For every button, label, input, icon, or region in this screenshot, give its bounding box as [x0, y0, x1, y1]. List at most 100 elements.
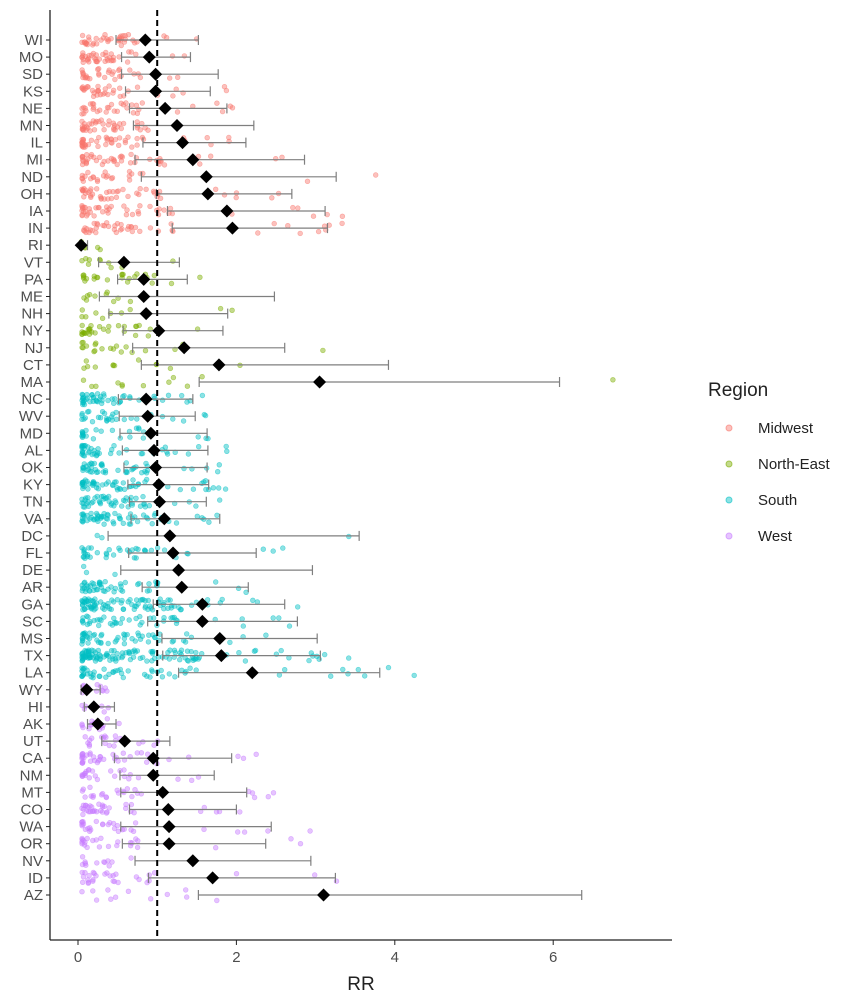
- rr-estimate-al: [147, 443, 161, 457]
- data-point: [138, 750, 145, 756]
- data-point: [94, 108, 101, 115]
- data-point: [134, 119, 140, 125]
- data-point: [79, 54, 85, 60]
- data-point: [106, 83, 112, 89]
- data-point: [328, 673, 334, 679]
- data-point: [88, 137, 95, 144]
- data-point: [132, 820, 139, 826]
- data-point: [120, 520, 127, 526]
- data-point: [105, 512, 111, 518]
- data-point: [105, 260, 112, 266]
- data-point: [123, 495, 129, 501]
- data-point: [161, 614, 167, 621]
- data-point: [250, 597, 256, 603]
- data-point: [149, 520, 155, 527]
- data-point: [85, 740, 91, 746]
- y-tick-label-ky: KY: [23, 477, 43, 494]
- data-point: [100, 688, 106, 694]
- data-point: [193, 649, 199, 656]
- data-point: [95, 87, 101, 94]
- data-point: [213, 186, 219, 193]
- data-point: [80, 874, 87, 880]
- data-point: [110, 90, 116, 96]
- data-point: [161, 207, 167, 213]
- data-point: [197, 274, 203, 280]
- data-point: [105, 843, 112, 850]
- data-point: [93, 41, 100, 47]
- data-point: [255, 230, 261, 236]
- data-point: [113, 343, 120, 349]
- data-point: [100, 601, 107, 608]
- data-point: [83, 358, 90, 364]
- data-point: [251, 794, 258, 801]
- data-point: [140, 383, 147, 389]
- y-tick-label-sc: SC: [22, 613, 43, 630]
- data-point: [94, 637, 100, 643]
- data-point: [80, 139, 86, 145]
- data-point: [90, 398, 96, 405]
- legend-title: Region: [708, 380, 768, 401]
- data-point: [79, 344, 85, 351]
- data-point: [81, 461, 88, 467]
- legend-label-midwest: Midwest: [758, 420, 814, 437]
- data-point: [265, 828, 271, 834]
- data-point: [105, 704, 112, 711]
- data-point: [80, 178, 87, 184]
- data-point: [210, 485, 217, 491]
- data-point: [92, 364, 99, 370]
- data-point: [91, 220, 97, 227]
- data-point: [229, 105, 236, 111]
- data-point: [113, 637, 120, 643]
- data-point: [219, 108, 226, 115]
- data-point: [85, 808, 92, 815]
- data-point: [144, 588, 151, 594]
- data-point: [105, 328, 111, 334]
- data-point: [94, 399, 101, 405]
- data-point: [121, 640, 128, 647]
- data-point: [79, 314, 85, 320]
- data-point: [113, 416, 120, 422]
- data-point: [82, 802, 89, 808]
- data-point: [102, 470, 109, 476]
- data-point: [82, 654, 89, 661]
- rr-estimate-ia: [220, 204, 234, 218]
- data-point: [124, 59, 131, 65]
- data-point: [193, 667, 199, 673]
- data-point: [104, 716, 111, 722]
- rr-estimate-in: [225, 221, 239, 235]
- data-point: [139, 470, 145, 476]
- data-point: [94, 274, 100, 281]
- data-point: [109, 175, 116, 181]
- data-point: [117, 620, 124, 626]
- data-point: [106, 67, 112, 73]
- data-point: [127, 298, 134, 305]
- data-point: [79, 451, 85, 457]
- data-point: [100, 588, 107, 594]
- data-point: [243, 589, 249, 595]
- data-point: [172, 674, 178, 680]
- data-point: [85, 614, 91, 620]
- data-point: [276, 615, 282, 621]
- rr-estimate-va: [157, 512, 171, 526]
- data-point: [94, 178, 101, 185]
- data-point: [85, 450, 92, 456]
- data-point: [159, 674, 166, 680]
- data-point: [199, 515, 205, 521]
- data-point: [121, 635, 128, 642]
- rr-estimate-mi: [186, 153, 200, 167]
- data-point: [106, 498, 112, 505]
- data-point: [184, 399, 190, 405]
- y-tick-label-de: DE: [22, 562, 43, 579]
- y-tick-label-sd: SD: [22, 66, 43, 83]
- data-point: [373, 172, 379, 178]
- y-tick-label-ms: MS: [21, 631, 44, 648]
- data-point: [80, 818, 86, 825]
- rr-estimate-wy: [80, 683, 94, 697]
- data-point: [146, 503, 153, 509]
- data-point: [133, 555, 139, 561]
- data-point: [112, 510, 118, 517]
- data-point: [114, 650, 120, 657]
- data-point: [98, 513, 105, 520]
- y-tick-label-mt: MT: [21, 784, 43, 801]
- rr-estimate-or: [162, 837, 176, 851]
